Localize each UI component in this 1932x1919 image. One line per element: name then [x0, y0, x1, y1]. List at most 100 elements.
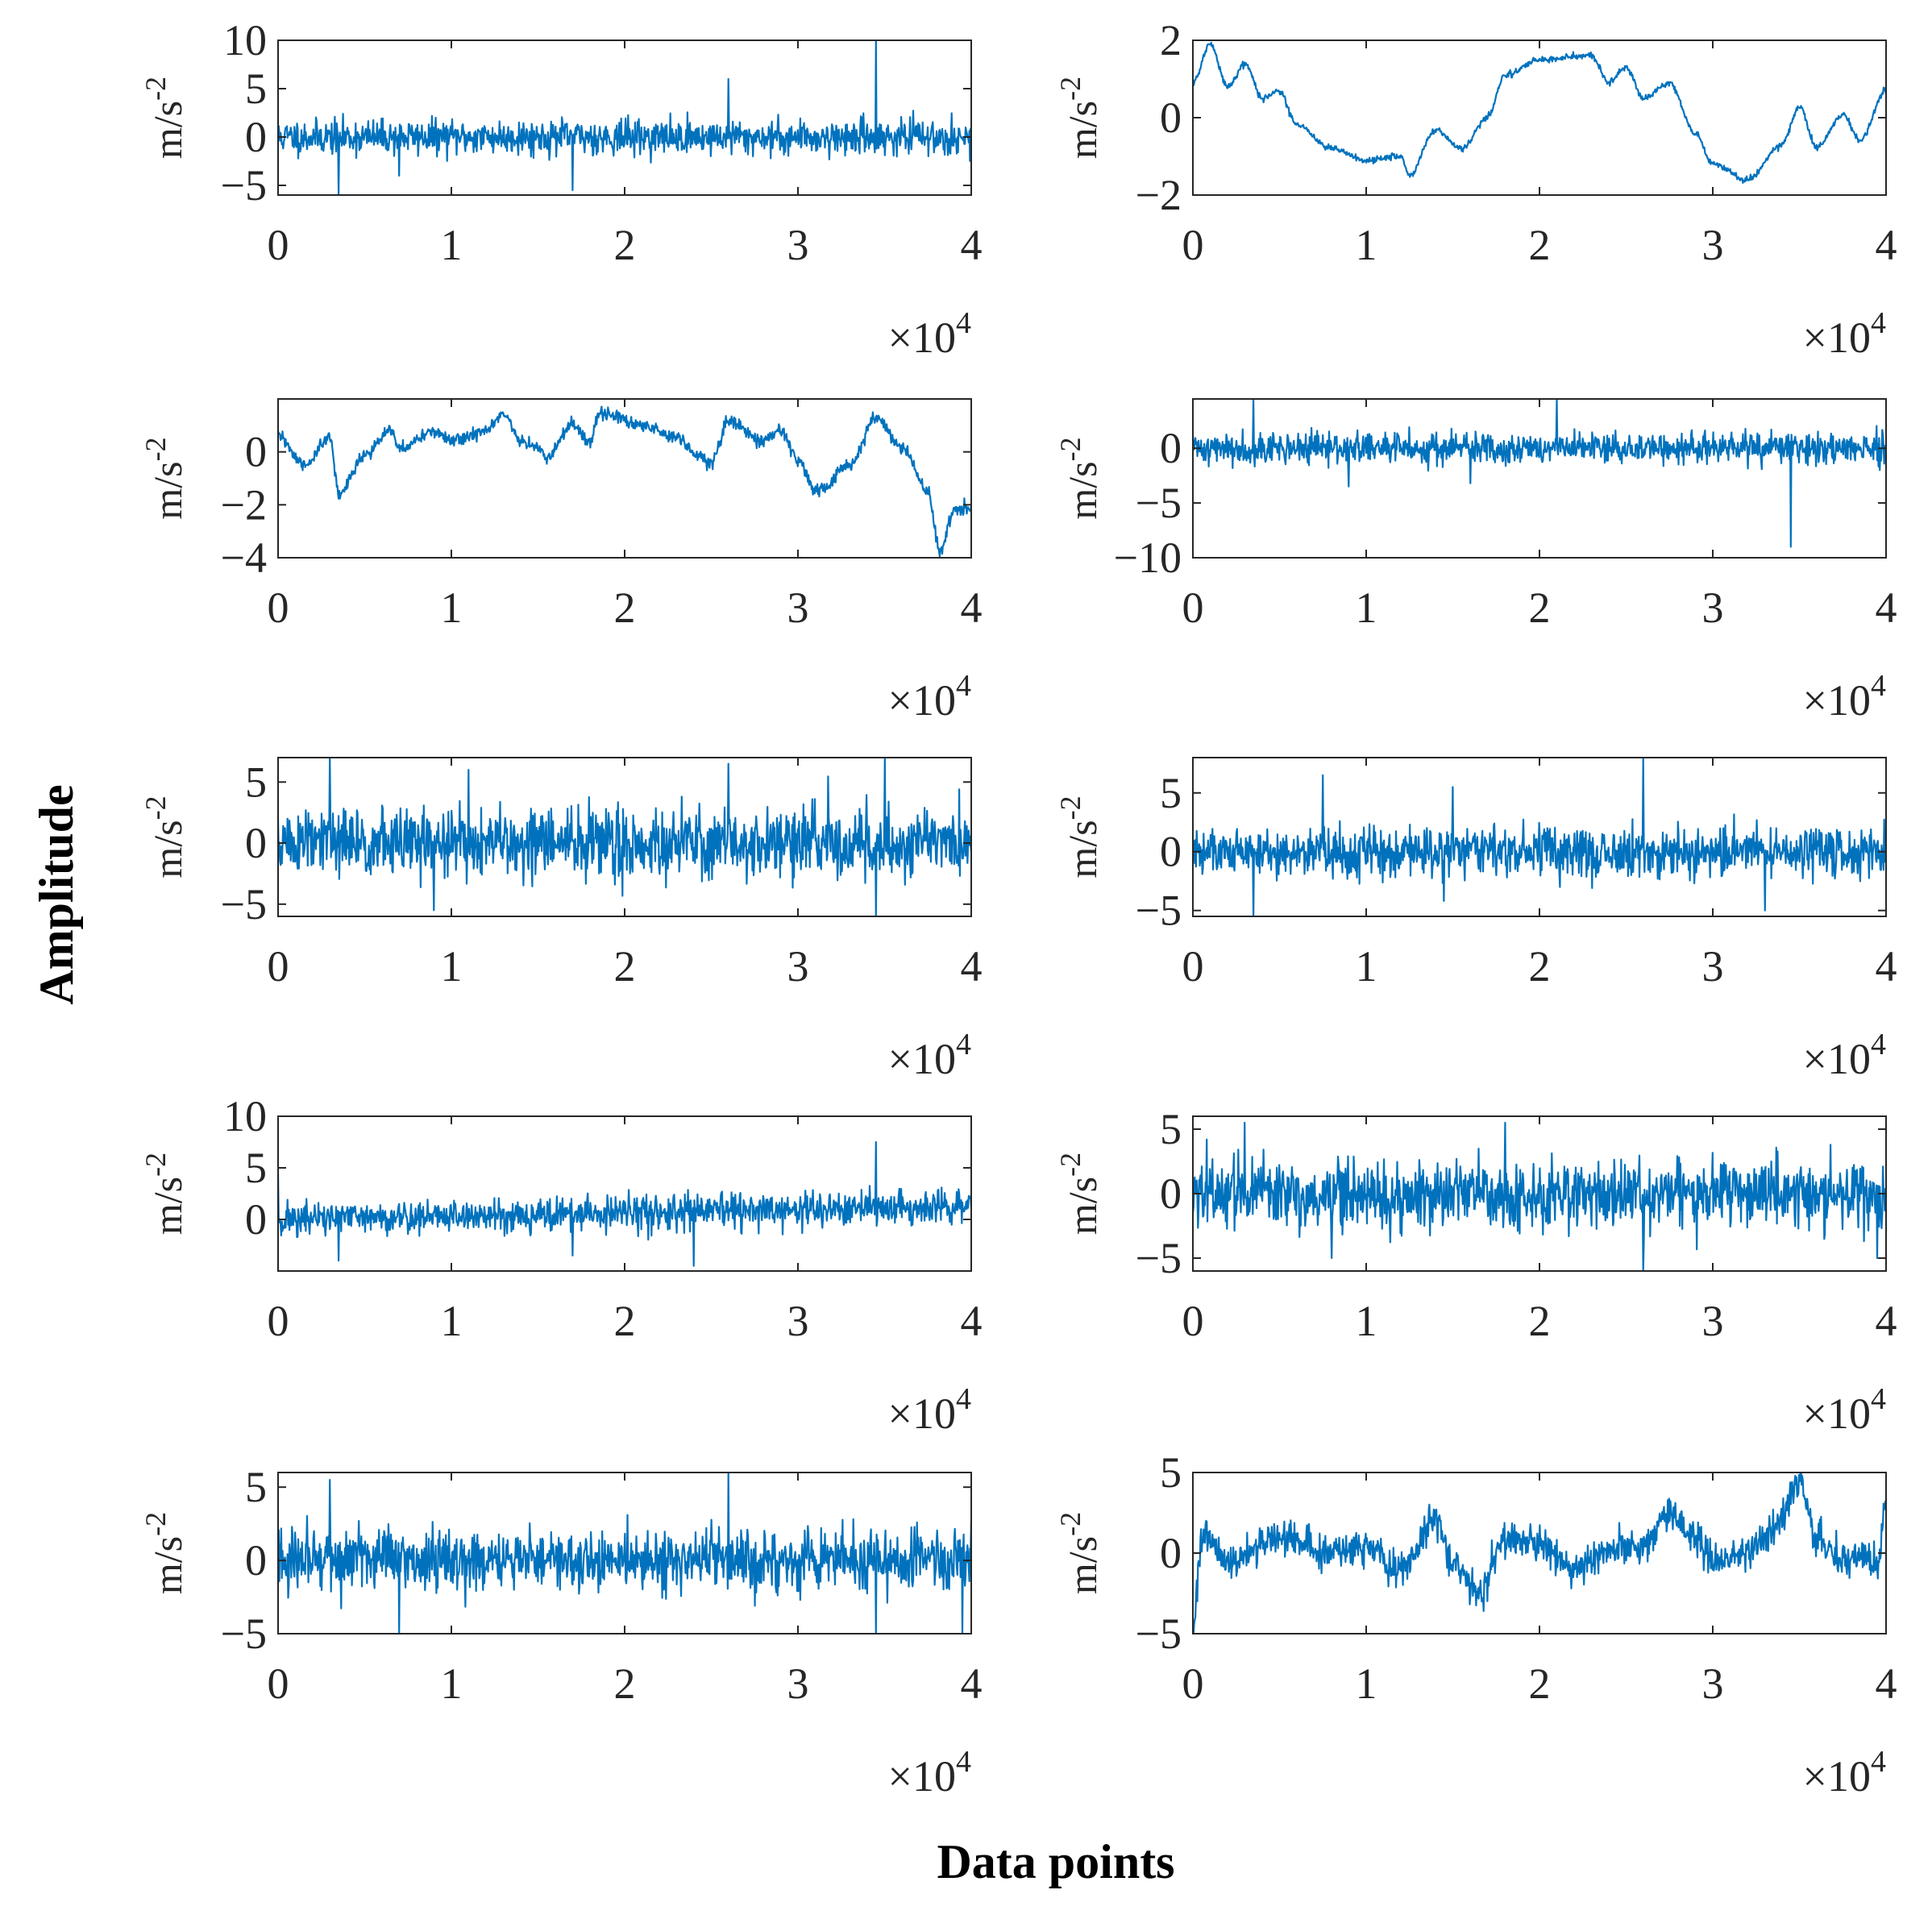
- x-tick-label: 2: [1529, 221, 1551, 269]
- x-tick-label: 4: [961, 584, 983, 632]
- x-axis-multiplier: ×104: [1803, 1745, 1886, 1801]
- x-axis-multiplier-base: ×10: [888, 676, 956, 725]
- x-tick-label: 3: [787, 1659, 809, 1708]
- x-tick-label: 4: [1876, 1297, 1897, 1345]
- y-axis-label-exponent: -2: [139, 795, 172, 820]
- x-tick-label: 3: [787, 221, 809, 269]
- y-axis-label-unit: m/s: [1060, 1536, 1105, 1594]
- x-tick-label: 0: [268, 1659, 289, 1708]
- x-axis-multiplier: ×104: [888, 1382, 971, 1438]
- x-tick-label: 1: [441, 584, 463, 632]
- y-axis-label: m/s-2: [1054, 1153, 1105, 1235]
- data-series-line: [1193, 1472, 1886, 1634]
- y-tick-label: 0: [245, 428, 267, 476]
- x-tick-label: 4: [961, 221, 983, 269]
- y-tick-label: −5: [221, 161, 267, 210]
- x-axis-multiplier-exponent: 4: [956, 306, 971, 340]
- y-tick-label: 0: [1160, 1529, 1182, 1577]
- y-tick-label: −5: [1136, 1234, 1182, 1282]
- x-tick-label: 0: [268, 1297, 289, 1345]
- y-axis-label: m/s-2: [139, 1512, 190, 1594]
- x-tick-label: 0: [1182, 942, 1204, 991]
- x-axis-multiplier: ×104: [1803, 1028, 1886, 1083]
- x-tick-label: 4: [1876, 221, 1897, 269]
- x-axis-multiplier-base: ×10: [1803, 1752, 1871, 1801]
- x-tick-label: 3: [787, 942, 809, 991]
- y-tick-label: 5: [245, 64, 267, 113]
- x-axis-multiplier-exponent: 4: [1871, 1382, 1886, 1416]
- data-series-line: [278, 405, 971, 558]
- x-axis-multiplier-exponent: 4: [956, 1745, 971, 1779]
- y-tick-label: 5: [245, 1463, 267, 1511]
- x-tick-label: 3: [1702, 1297, 1724, 1345]
- y-tick-label: −10: [1114, 534, 1182, 582]
- y-axis-label: m/s-2: [1054, 1512, 1105, 1594]
- x-tick-label: 3: [1702, 1659, 1724, 1708]
- y-tick-label: 0: [245, 1536, 267, 1585]
- x-tick-label: 4: [1876, 584, 1897, 632]
- x-tick-label: 3: [1702, 942, 1724, 991]
- x-tick-label: 2: [614, 221, 636, 269]
- x-tick-label: 4: [961, 942, 983, 991]
- x-tick-label: 2: [1529, 1297, 1551, 1345]
- x-axis-multiplier-exponent: 4: [1871, 1028, 1886, 1061]
- y-axis-label: m/s-2: [139, 795, 190, 878]
- x-tick-label: 1: [441, 1297, 463, 1345]
- x-tick-label: 2: [1529, 584, 1551, 632]
- x-tick-label: 2: [1529, 942, 1551, 991]
- x-axis-multiplier: ×104: [1803, 669, 1886, 725]
- x-tick-label: 4: [961, 1297, 983, 1345]
- data-series-line: [1193, 41, 1886, 184]
- data-series-line: [1193, 758, 1886, 916]
- y-tick-label: 0: [1160, 93, 1182, 142]
- y-tick-label: 5: [245, 1144, 267, 1192]
- y-axis-label: m/s-2: [1054, 437, 1105, 519]
- x-axis-multiplier-exponent: 4: [1871, 669, 1886, 703]
- x-axis-multiplier-exponent: 4: [956, 669, 971, 703]
- x-tick-label: 1: [441, 942, 463, 991]
- y-axis-label-unit: m/s: [145, 1177, 190, 1235]
- data-series-line: [1193, 1121, 1886, 1271]
- y-tick-label: −4: [221, 534, 267, 582]
- x-axis-multiplier: ×104: [888, 669, 971, 725]
- data-series-line: [278, 1140, 971, 1267]
- y-tick-label: −2: [221, 480, 267, 529]
- y-tick-label: −5: [221, 880, 267, 928]
- y-axis-label: m/s-2: [139, 1153, 190, 1235]
- x-axis-multiplier-base: ×10: [1803, 314, 1871, 362]
- global-ylabel: Amplitude: [30, 784, 83, 1004]
- data-series-line: [278, 40, 971, 195]
- x-tick-label: 2: [1529, 1659, 1551, 1708]
- y-axis-label-unit: m/s: [1060, 101, 1105, 159]
- y-axis-label-exponent: -2: [1054, 795, 1086, 820]
- y-tick-label: 10: [223, 1092, 267, 1140]
- x-axis-multiplier-exponent: 4: [1871, 306, 1886, 340]
- x-axis-multiplier-exponent: 4: [1871, 1745, 1886, 1779]
- x-tick-label: 1: [1356, 1659, 1377, 1708]
- y-tick-label: 0: [1160, 828, 1182, 876]
- x-axis-multiplier: ×104: [888, 1028, 971, 1083]
- y-tick-label: 0: [245, 819, 267, 867]
- x-axis-multiplier-base: ×10: [888, 1035, 956, 1083]
- x-tick-label: 0: [268, 584, 289, 632]
- y-axis-label-exponent: -2: [1054, 437, 1086, 461]
- x-tick-label: 1: [441, 1659, 463, 1708]
- y-axis-label-exponent: -2: [139, 1153, 172, 1177]
- y-tick-label: −5: [1136, 479, 1182, 527]
- x-tick-label: 1: [1356, 1297, 1377, 1345]
- x-axis-multiplier-base: ×10: [1803, 676, 1871, 725]
- subplot-3: 0 1 2 3 4−4−20m/s-2×104: [139, 398, 983, 725]
- x-tick-label: 1: [441, 221, 463, 269]
- y-tick-label: 0: [1160, 424, 1182, 472]
- y-axis-label-unit: m/s: [1060, 1177, 1105, 1235]
- y-axis-label-exponent: -2: [139, 1512, 172, 1536]
- x-tick-label: 3: [787, 584, 809, 632]
